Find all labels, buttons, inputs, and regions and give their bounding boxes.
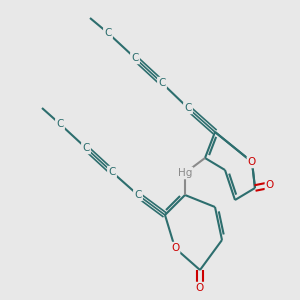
Text: C: C	[134, 190, 142, 200]
Text: C: C	[184, 103, 192, 113]
Text: C: C	[82, 143, 90, 153]
Text: O: O	[248, 157, 256, 167]
Text: C: C	[108, 167, 116, 177]
Text: C: C	[104, 28, 112, 38]
Text: C: C	[131, 53, 139, 63]
Text: C: C	[56, 119, 64, 129]
Text: C: C	[158, 78, 166, 88]
Text: Hg: Hg	[178, 168, 192, 178]
Text: O: O	[196, 283, 204, 293]
Text: O: O	[171, 243, 179, 253]
Text: O: O	[266, 180, 274, 190]
